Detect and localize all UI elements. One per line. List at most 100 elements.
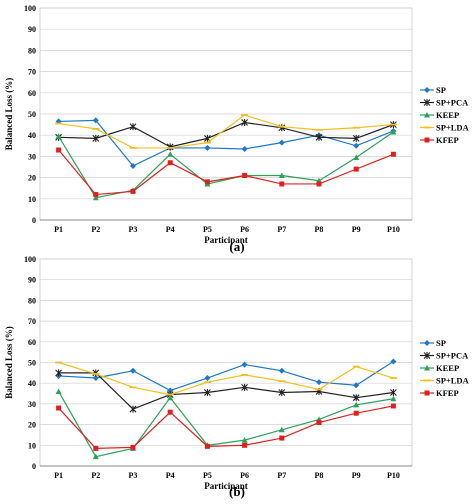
data-point <box>204 443 210 449</box>
x-tick-label: P8 <box>315 225 324 234</box>
legend-marker <box>424 137 430 143</box>
y-axis-label: Balanced Loss (%) <box>4 326 14 399</box>
data-point <box>92 453 99 460</box>
x-tick-label: P9 <box>352 225 361 234</box>
data-point <box>167 151 174 157</box>
data-point <box>93 445 99 451</box>
data-point <box>130 188 136 194</box>
y-axis-label: Balanced Loss (%) <box>4 78 14 151</box>
data-point <box>167 394 174 401</box>
data-point <box>166 143 174 151</box>
y-tick-label: 30 <box>28 152 36 161</box>
data-point <box>55 388 62 394</box>
legend-entry: SP+LDA <box>436 376 470 386</box>
y-tick-label: 70 <box>28 317 36 326</box>
data-point <box>204 375 211 382</box>
data-point <box>390 151 396 157</box>
data-point <box>56 405 62 411</box>
series-line <box>58 121 394 148</box>
y-tick-label: 50 <box>28 110 36 119</box>
legend: SP SP+PCA KEEP SP+LDA KFEP <box>420 338 470 398</box>
data-point <box>390 129 397 135</box>
x-tick-label: P2 <box>91 225 100 234</box>
data-point <box>278 367 285 374</box>
y-tick-label: 90 <box>28 25 36 34</box>
data-point <box>316 420 322 426</box>
data-point <box>353 142 360 149</box>
y-tick-label: 10 <box>28 195 36 204</box>
data-point <box>278 172 285 178</box>
chart-panel-b: 0 10 20 30 40 50 60 70 80 90 100 P1 P2 P3 P4 P5 P6 P7 P8 P9… <box>4 255 470 499</box>
y-tick-label: 10 <box>28 441 36 450</box>
data-point <box>204 389 211 397</box>
series-line <box>58 114 394 149</box>
y-tick-label: 50 <box>28 359 36 368</box>
data-point <box>279 435 285 441</box>
x-tick-label: P4 <box>166 471 175 480</box>
data-point <box>92 194 99 201</box>
data-point <box>241 383 248 391</box>
data-point <box>130 367 136 374</box>
x-tick-label: P7 <box>277 471 286 480</box>
data-point <box>278 389 286 397</box>
data-point <box>129 123 137 131</box>
data-point <box>390 358 397 365</box>
data-point <box>241 361 248 368</box>
series-line <box>58 372 394 410</box>
legend-entry: KEEP <box>436 363 459 373</box>
y-tick-label: 0 <box>32 216 36 225</box>
x-tick-label: P5 <box>203 471 212 480</box>
data-point <box>204 144 211 151</box>
data-point <box>352 134 360 142</box>
series-sp <box>55 358 397 394</box>
data-point <box>242 172 248 178</box>
data-point <box>167 387 174 394</box>
x-tick-label: P6 <box>240 471 249 480</box>
legend-entry: SP+PCA <box>436 98 469 108</box>
data-point <box>56 147 62 153</box>
data-point <box>353 382 360 389</box>
legend-entry: KFEP <box>436 388 459 398</box>
data-point <box>352 394 360 402</box>
data-point <box>130 444 136 450</box>
data-point <box>167 160 173 166</box>
legend-entry: SP+LDA <box>436 123 470 133</box>
series-line <box>58 149 394 196</box>
y-tick-label: 90 <box>28 276 36 285</box>
data-point <box>353 166 359 172</box>
x-tick-label: P6 <box>240 225 249 234</box>
x-tick-label: P5 <box>203 225 212 234</box>
data-point <box>167 409 173 415</box>
series-line <box>58 361 394 396</box>
y-tick-label: 70 <box>28 68 36 77</box>
x-tick-label: P3 <box>129 225 138 234</box>
legend: SP SP+PCA KEEP SP+LDA KFEP <box>420 85 470 145</box>
series-line <box>58 131 394 199</box>
data-point <box>241 118 248 126</box>
legend-entry: SP <box>436 85 446 95</box>
x-tick-label: P1 <box>54 225 63 234</box>
data-point <box>130 162 136 169</box>
x-tick-label: P10 <box>387 225 400 234</box>
x-axis-label: Participant <box>204 235 248 245</box>
series-sp <box>55 117 397 169</box>
legend-entry: SP <box>436 338 446 348</box>
data-point <box>390 395 397 402</box>
series-kfep <box>56 147 396 198</box>
data-point <box>278 139 285 146</box>
series-kfep <box>56 403 396 451</box>
data-point <box>241 145 248 152</box>
data-point <box>316 181 322 187</box>
series-line <box>58 360 394 392</box>
chart-panel-a: 0 10 20 30 40 50 60 70 80 90 100 P1 P2 P3 P4 P5 P6 P7 P8 P9… <box>4 4 470 254</box>
x-tick-label: P3 <box>129 471 138 480</box>
y-tick-label: 100 <box>24 4 36 13</box>
legend-entry: KEEP <box>436 110 459 120</box>
data-point <box>279 181 285 187</box>
data-point <box>316 379 322 386</box>
legend-marker <box>423 99 431 106</box>
y-tick-label: 40 <box>28 379 36 388</box>
series-sp-pca <box>55 118 397 151</box>
y-tick-label: 80 <box>28 296 36 305</box>
